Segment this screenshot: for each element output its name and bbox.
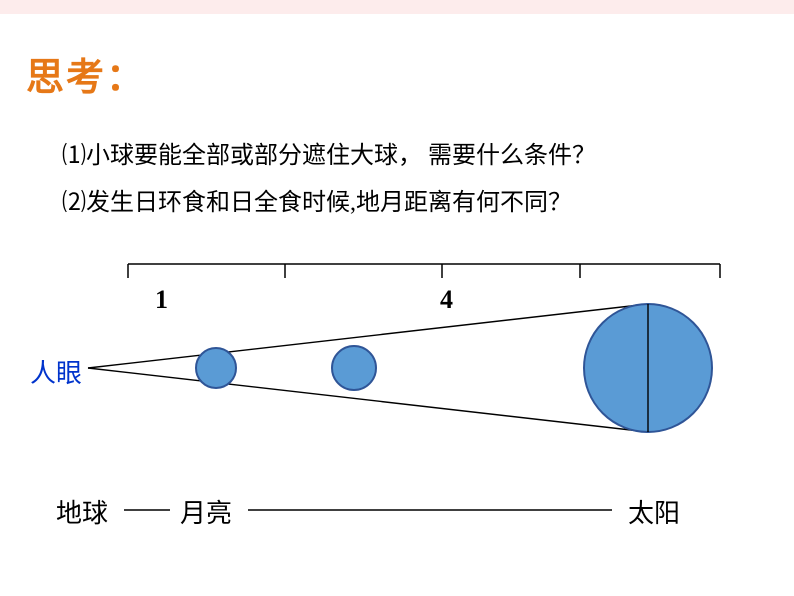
scale-label-4: 4 [440, 285, 453, 315]
eye-label: 人眼 [30, 353, 82, 390]
label-earth: 地球 [56, 493, 108, 530]
scale-label-1: 1 [155, 285, 168, 315]
label-moon: 月亮 [180, 493, 232, 530]
label-sun: 太阳 [628, 493, 680, 530]
